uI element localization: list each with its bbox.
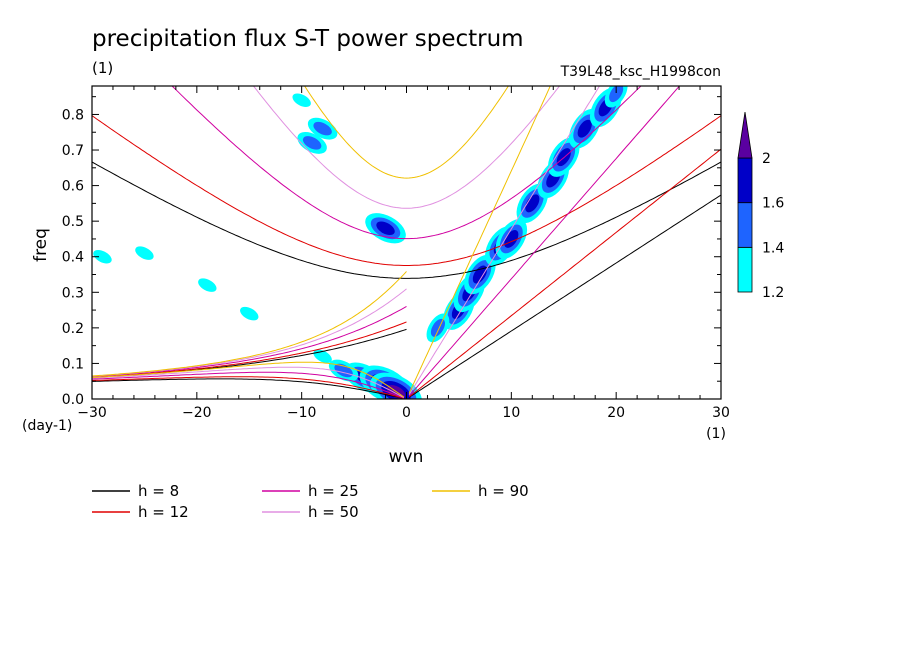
x-axis-label: wvn xyxy=(389,447,424,467)
x-tick-label: 20 xyxy=(607,405,625,421)
x-tick-label: −20 xyxy=(182,405,212,421)
colorbar-label: 1.2 xyxy=(762,285,784,301)
dispersion-curve xyxy=(92,378,404,399)
y-tick-label: 0.4 xyxy=(62,250,84,266)
power-contour xyxy=(240,306,259,321)
power-contour xyxy=(313,121,332,136)
dispersion-curve xyxy=(92,321,407,378)
dispersion-curves xyxy=(92,86,721,399)
dispersion-curve xyxy=(92,271,407,377)
dispersion-curve xyxy=(171,86,642,240)
y-units-label: (day-1) xyxy=(22,418,72,434)
legend: h = 8 h = 12 h = 25 h = 50 h = 90 xyxy=(92,482,529,521)
colorbar-label: 1.4 xyxy=(762,240,784,256)
legend-label: h = 50 xyxy=(308,503,359,521)
y-tick-label: 0.1 xyxy=(62,356,84,372)
power-contour xyxy=(313,349,332,364)
dispersion-curve xyxy=(408,86,601,395)
colorbar-segment xyxy=(737,157,753,204)
x-units-label: (1) xyxy=(706,426,726,442)
dispersion-curve xyxy=(92,161,721,279)
power-contour xyxy=(292,93,311,107)
y-tick-label: 0.8 xyxy=(62,107,84,123)
power-contour xyxy=(577,119,592,138)
power-contour xyxy=(302,136,322,150)
dispersion-curve xyxy=(92,366,405,399)
power-contour xyxy=(198,278,217,292)
power-contour xyxy=(135,246,154,260)
run-label: T39L48_ksc_H1998con xyxy=(560,64,721,80)
colorbar: 1.2 1.4 1.6 2 xyxy=(737,111,784,301)
y-tick-label: 0.5 xyxy=(62,214,84,230)
spectral-power-contours xyxy=(93,86,628,399)
axes: −30 −20 −10 0 10 20 30 0.0 0.1 0.2 0.3 0.4 0.5 0.6 0.7… xyxy=(62,86,730,421)
colorbar-label: 1.6 xyxy=(762,196,784,212)
power-contour xyxy=(93,249,112,264)
colorbar-segment xyxy=(737,202,753,248)
legend-label: h = 12 xyxy=(138,503,189,521)
y-axis-label: freq xyxy=(31,228,51,262)
y-tick-label: 0.7 xyxy=(62,143,84,159)
y-tick-label: 0.3 xyxy=(62,285,84,301)
x-tick-label: 30 xyxy=(712,405,730,421)
power-contour xyxy=(376,221,395,236)
dispersion-curve xyxy=(92,371,405,399)
dispersion-curve xyxy=(92,305,407,378)
x-tick-label: −10 xyxy=(287,405,317,421)
legend-label: h = 8 xyxy=(138,482,179,500)
dispersion-curve xyxy=(408,194,721,398)
x-tick-label: −30 xyxy=(77,405,107,421)
dispersion-curve xyxy=(408,148,721,398)
dispersion-curve xyxy=(408,86,551,394)
colorbar-extension xyxy=(737,111,753,159)
y-tick-label: 0.6 xyxy=(62,179,84,195)
power-contour xyxy=(525,194,540,213)
colorbar-label: 2 xyxy=(762,151,771,167)
legend-label: h = 25 xyxy=(308,482,359,500)
plot-frame xyxy=(91,85,722,400)
dispersion-curve xyxy=(92,376,405,399)
legend-label: h = 90 xyxy=(478,482,529,500)
units-label: (1) xyxy=(92,59,113,77)
dispersion-curve xyxy=(92,361,405,398)
y-tick-label: 0.0 xyxy=(62,392,84,408)
chart-title: precipitation flux S-T power spectrum xyxy=(92,26,524,52)
power-contour xyxy=(609,86,624,103)
dispersion-curve xyxy=(92,115,721,266)
x-tick-label: 0 xyxy=(402,405,411,421)
dispersion-curve xyxy=(304,86,509,179)
colorbar-segment xyxy=(737,246,753,293)
x-tick-label: 10 xyxy=(502,405,520,421)
dispersion-curve xyxy=(408,86,681,397)
y-tick-label: 0.2 xyxy=(62,321,84,337)
dispersion-curve xyxy=(252,86,561,209)
